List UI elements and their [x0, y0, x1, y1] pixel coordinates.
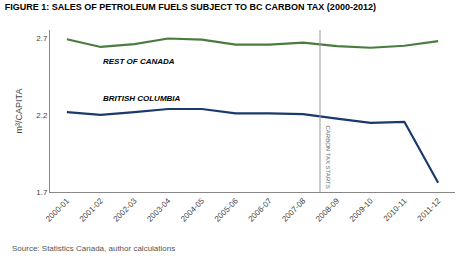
svg-text:2003-04: 2003-04	[145, 196, 173, 224]
svg-text:2010-11: 2010-11	[382, 196, 409, 223]
svg-text:FIGURE 1: SALES OF PETROLEUM F: FIGURE 1: SALES OF PETROLEUM FUELS SUBJE…	[5, 2, 376, 12]
svg-text:1.7: 1.7	[36, 188, 48, 197]
svg-text:2004-05: 2004-05	[179, 196, 207, 224]
svg-text:Source: Statistics Canada, aut: Source: Statistics Canada, author calcul…	[12, 244, 175, 253]
svg-text:2007-08: 2007-08	[280, 196, 308, 224]
svg-text:CARBON TAX STARTS: CARBON TAX STARTS	[325, 126, 331, 189]
svg-text:BRITISH COLUMBIA: BRITISH COLUMBIA	[103, 94, 181, 103]
svg-text:2002-03: 2002-03	[111, 196, 139, 224]
svg-text:2009-10: 2009-10	[348, 196, 376, 224]
svg-text:2008-09: 2008-09	[314, 196, 342, 224]
svg-text:2006-07: 2006-07	[246, 196, 274, 224]
svg-text:2001-02: 2001-02	[78, 196, 106, 224]
svg-text:2000-01: 2000-01	[44, 196, 72, 224]
svg-text:2011-12: 2011-12	[416, 196, 443, 223]
svg-text:m³/CAPITA: m³/CAPITA	[14, 89, 24, 134]
svg-text:2.7: 2.7	[36, 34, 48, 43]
svg-text:2005-06: 2005-06	[213, 196, 241, 224]
svg-text:REST OF CANADA: REST OF CANADA	[103, 57, 175, 66]
svg-text:2.2: 2.2	[36, 111, 48, 120]
